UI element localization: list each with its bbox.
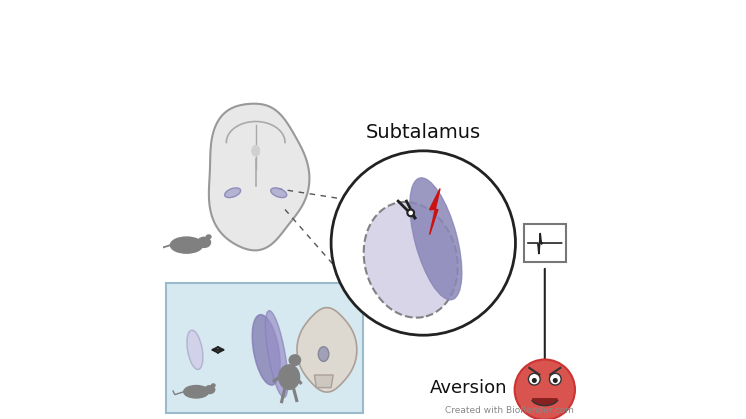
Ellipse shape (187, 330, 203, 370)
Ellipse shape (252, 315, 280, 385)
Ellipse shape (279, 365, 300, 389)
Ellipse shape (266, 311, 288, 397)
Circle shape (553, 378, 558, 383)
Text: Created with BioRender.com: Created with BioRender.com (445, 406, 574, 415)
Circle shape (549, 373, 561, 385)
Ellipse shape (410, 178, 462, 300)
Ellipse shape (207, 235, 211, 239)
Circle shape (515, 360, 575, 419)
Ellipse shape (319, 347, 329, 361)
Ellipse shape (289, 355, 301, 365)
Text: Aversion: Aversion (430, 379, 507, 396)
Polygon shape (297, 308, 357, 392)
Circle shape (331, 151, 515, 335)
Polygon shape (209, 103, 310, 251)
Ellipse shape (204, 386, 215, 393)
Ellipse shape (271, 188, 286, 198)
Circle shape (407, 210, 414, 216)
Ellipse shape (212, 384, 215, 387)
Ellipse shape (170, 237, 203, 253)
Polygon shape (430, 189, 440, 235)
Ellipse shape (198, 237, 210, 247)
Text: Subtalamus: Subtalamus (366, 124, 481, 142)
Polygon shape (314, 375, 333, 388)
Circle shape (528, 373, 540, 385)
Ellipse shape (184, 385, 209, 398)
FancyBboxPatch shape (524, 224, 565, 262)
Ellipse shape (225, 188, 241, 198)
Ellipse shape (363, 202, 458, 318)
FancyBboxPatch shape (166, 283, 363, 413)
Ellipse shape (252, 146, 260, 156)
Circle shape (532, 378, 537, 383)
